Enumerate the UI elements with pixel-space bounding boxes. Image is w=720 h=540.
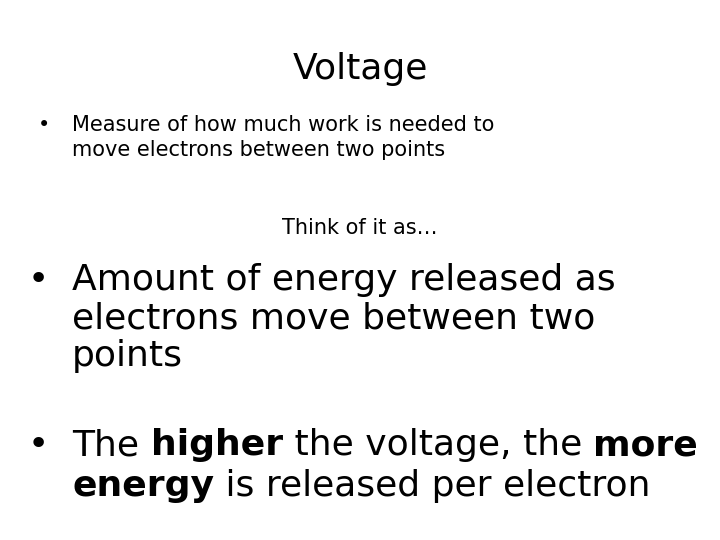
Text: higher: higher <box>150 428 283 462</box>
Text: •: • <box>38 115 50 135</box>
Text: Think of it as…: Think of it as… <box>282 218 438 238</box>
Text: is released per electron: is released per electron <box>214 469 650 503</box>
Text: Voltage: Voltage <box>292 52 428 86</box>
Text: Measure of how much work is needed to
move electrons between two points: Measure of how much work is needed to mo… <box>72 115 495 160</box>
Text: energy: energy <box>72 469 214 503</box>
Text: more: more <box>593 428 698 462</box>
Text: The: The <box>72 428 150 462</box>
Text: •: • <box>28 428 49 462</box>
Text: •: • <box>28 263 49 297</box>
Text: Amount of energy released as
electrons move between two
points: Amount of energy released as electrons m… <box>72 263 616 373</box>
Text: the voltage, the: the voltage, the <box>283 428 593 462</box>
